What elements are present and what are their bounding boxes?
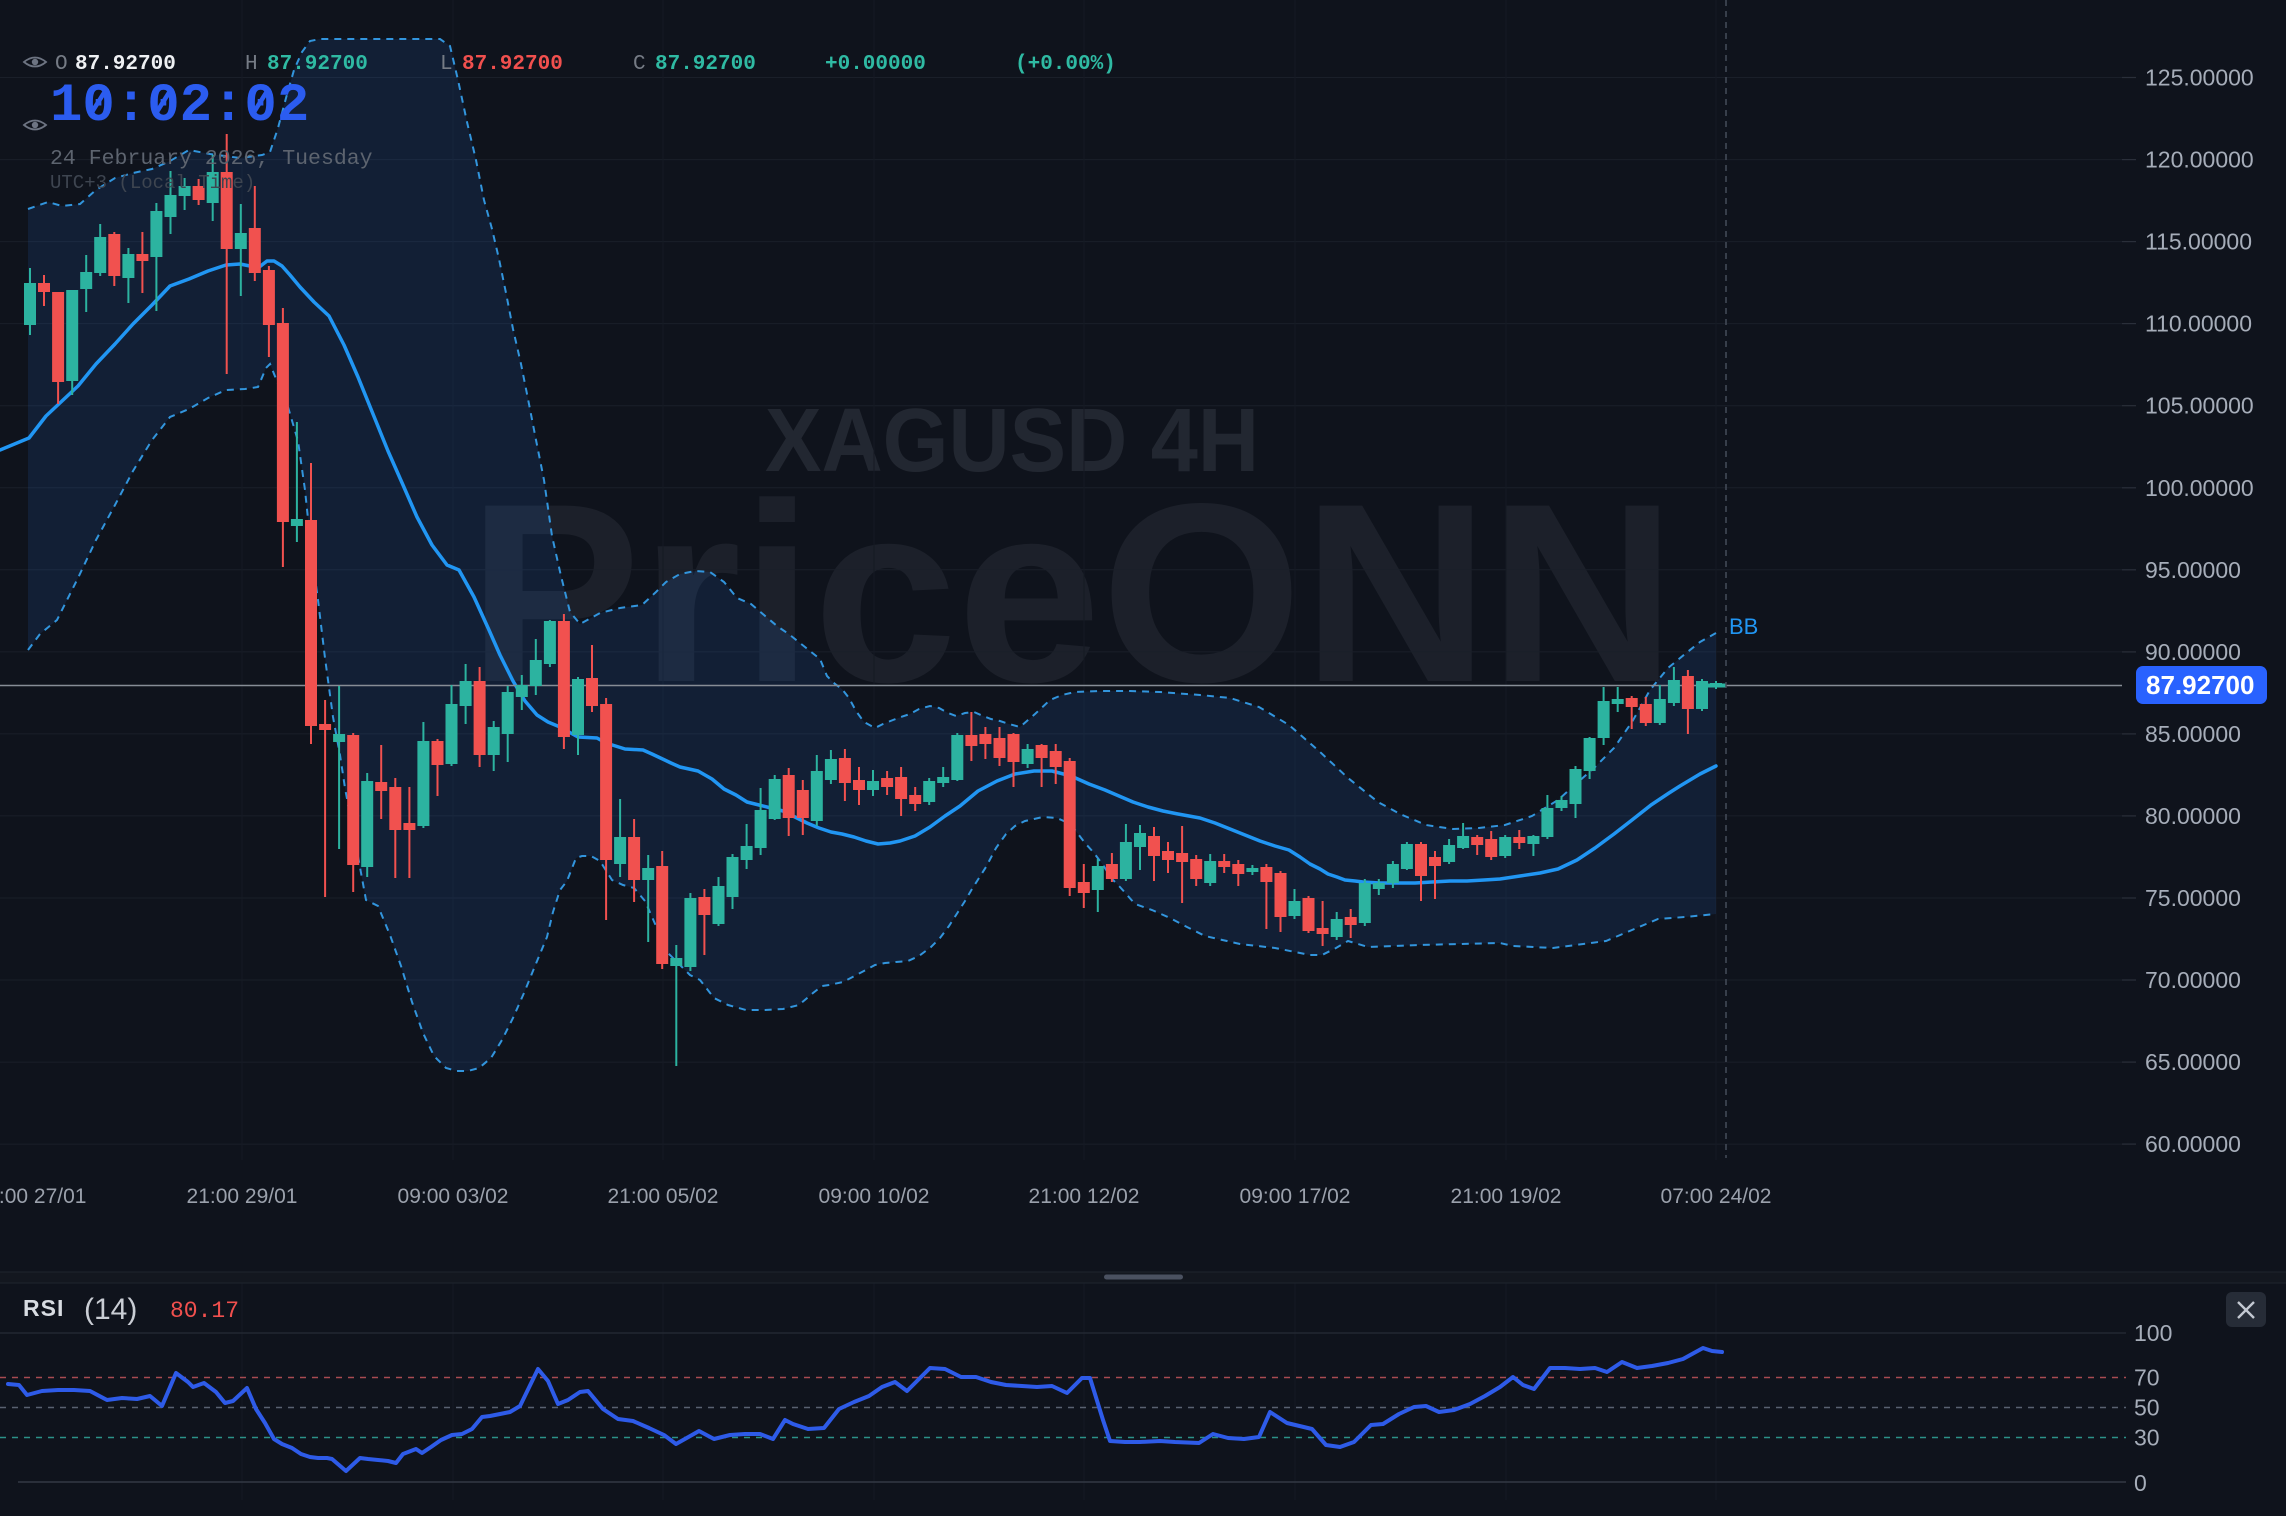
svg-text:100: 100	[2134, 1320, 2172, 1346]
svg-text:09:00 17/02: 09:00 17/02	[1240, 1185, 1351, 1208]
svg-text:21:00 12/02: 21:00 12/02	[1029, 1185, 1140, 1208]
svg-text:100.00000: 100.00000	[2145, 475, 2254, 501]
svg-text:115.00000: 115.00000	[2145, 229, 2252, 255]
svg-text:60.00000: 60.00000	[2145, 1131, 2241, 1157]
svg-text:O: O	[55, 53, 68, 76]
svg-text:87.92700: 87.92700	[267, 53, 368, 76]
svg-text:21:00 29/01: 21:00 29/01	[187, 1185, 298, 1208]
svg-text:87.92700: 87.92700	[75, 53, 176, 76]
svg-text:24 February 2026, Tuesday: 24 February 2026, Tuesday	[50, 147, 373, 171]
svg-text:PriceONN: PriceONN	[468, 451, 1676, 736]
svg-text:RSI: RSI	[23, 1295, 64, 1321]
svg-text:85.00000: 85.00000	[2145, 721, 2241, 747]
svg-text:87.92700: 87.92700	[655, 53, 756, 76]
svg-text:0: 0	[2134, 1470, 2147, 1496]
svg-text:87.92700: 87.92700	[462, 53, 563, 76]
svg-text:H: H	[245, 53, 258, 76]
svg-text:75.00000: 75.00000	[2145, 885, 2241, 911]
svg-text:80.17: 80.17	[170, 1298, 239, 1324]
svg-text:70.00000: 70.00000	[2145, 967, 2241, 993]
svg-text:80.00000: 80.00000	[2145, 803, 2241, 829]
svg-text:09:00 10/02: 09:00 10/02	[819, 1185, 930, 1208]
svg-text:07:00 24/02: 07:00 24/02	[1661, 1185, 1772, 1208]
svg-text:(14): (14)	[84, 1293, 137, 1326]
svg-text:21:00 19/02: 21:00 19/02	[1451, 1185, 1562, 1208]
svg-text:09:00 03/02: 09:00 03/02	[398, 1185, 509, 1208]
svg-text:(+0.00%): (+0.00%)	[1015, 53, 1116, 76]
svg-text:95.00000: 95.00000	[2145, 557, 2241, 583]
svg-text:50: 50	[2134, 1395, 2160, 1421]
svg-text:105.00000: 105.00000	[2145, 393, 2254, 419]
svg-text:65.00000: 65.00000	[2145, 1049, 2241, 1075]
svg-text:87.92700: 87.92700	[2146, 670, 2254, 700]
svg-text:21:00 27/01: 21:00 27/01	[0, 1185, 86, 1208]
svg-text:90.00000: 90.00000	[2145, 639, 2241, 665]
svg-text:70: 70	[2134, 1365, 2160, 1391]
svg-text:L: L	[440, 53, 453, 76]
svg-text:BB: BB	[1729, 614, 1758, 639]
svg-text:125.00000: 125.00000	[2145, 65, 2254, 91]
svg-text:30: 30	[2134, 1425, 2160, 1451]
svg-text:10:02:02: 10:02:02	[50, 76, 309, 137]
svg-text:21:00 05/02: 21:00 05/02	[608, 1185, 719, 1208]
svg-text:UTC+3 (Local Time): UTC+3 (Local Time)	[50, 172, 255, 194]
svg-text:120.00000: 120.00000	[2145, 147, 2254, 173]
svg-text:+0.00000: +0.00000	[825, 53, 926, 76]
svg-text:XAGUSD 4H: XAGUSD 4H	[765, 391, 1259, 491]
svg-text:C: C	[633, 53, 646, 76]
svg-text:110.00000: 110.00000	[2145, 311, 2252, 337]
